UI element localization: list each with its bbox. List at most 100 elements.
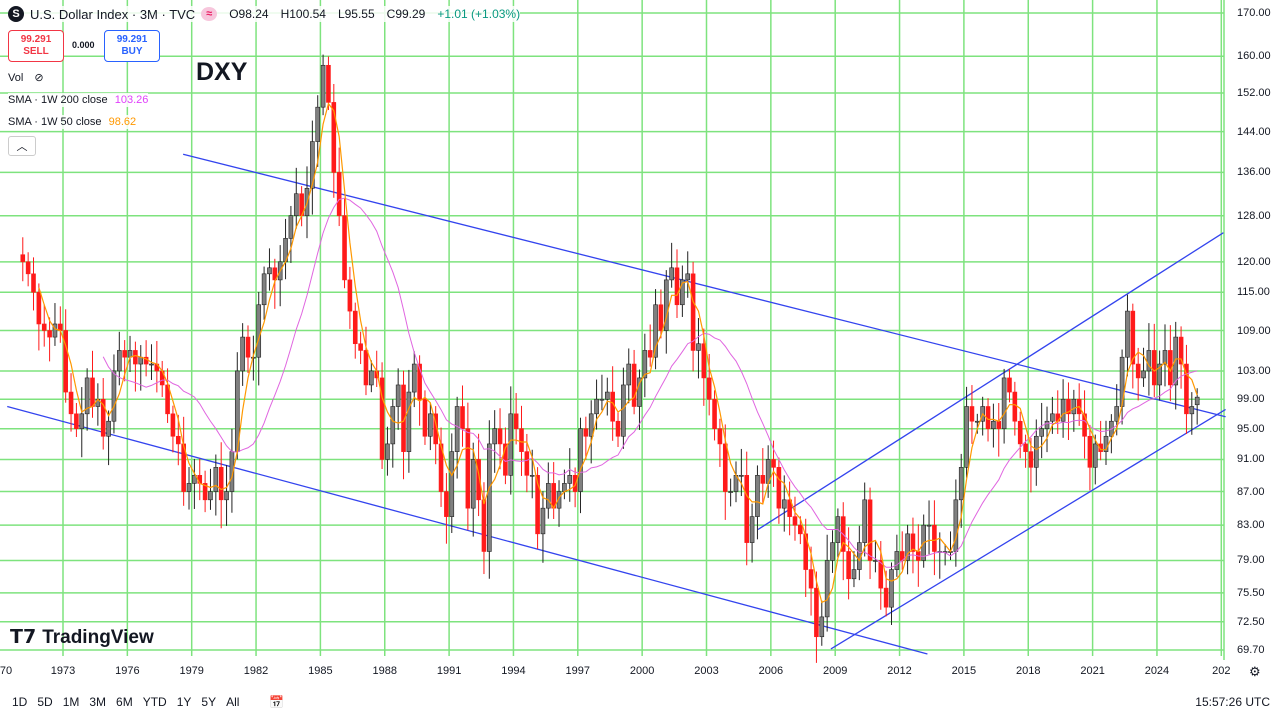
candle-body <box>819 616 825 638</box>
logo-text: TradingView <box>42 626 154 648</box>
candle-body <box>529 475 535 477</box>
range-1d[interactable]: 1D <box>12 695 28 709</box>
eye-hidden-icon[interactable]: ⊘ <box>34 72 44 84</box>
candle-body <box>79 413 85 430</box>
candle-body <box>261 273 267 306</box>
time-tick: 2024 <box>1144 665 1170 677</box>
price-tick: 79.00 <box>1237 554 1265 567</box>
tv-logo-icon: 𝗧𝟳 <box>10 627 37 648</box>
candle-body <box>776 467 782 509</box>
candle-body <box>326 64 331 103</box>
candle-body <box>1071 398 1077 415</box>
sell-label: SELL <box>23 46 49 57</box>
time-tick: 1994 <box>501 665 526 677</box>
candle-body <box>122 350 127 358</box>
candle-body <box>476 459 481 501</box>
sma200-line <box>102 197 1198 568</box>
candle-body <box>369 370 374 386</box>
candle-body <box>717 428 723 445</box>
candle-body <box>894 551 900 570</box>
candle-body <box>1184 363 1189 415</box>
candle-body <box>1039 428 1044 437</box>
candle-body <box>31 273 36 293</box>
candle-body <box>497 428 503 445</box>
candle-body <box>272 267 278 281</box>
candle-body <box>444 491 449 517</box>
tradingview-logo[interactable]: 𝗧𝟳 TradingView <box>10 626 154 649</box>
range-bar: 1D 5D 1M 3M 6M YTD 1Y 5Y All 📅 <box>12 695 284 709</box>
candle-body <box>1060 398 1066 422</box>
candle-body <box>642 350 648 379</box>
candle-body <box>674 267 680 306</box>
candle-body <box>428 413 433 437</box>
candle-body <box>1141 370 1146 379</box>
candle-body <box>991 420 996 430</box>
candle-body <box>873 560 878 562</box>
legend-volume[interactable]: Vol ⊘ <box>8 70 44 85</box>
time-tick: 1982 <box>243 665 269 677</box>
range-6m[interactable]: 6M <box>116 695 133 709</box>
candle-body <box>975 420 980 423</box>
candle-body <box>352 310 358 345</box>
candle-body <box>964 406 969 468</box>
candle-body <box>1023 443 1028 452</box>
candle-body <box>578 428 583 492</box>
candle-body <box>192 475 197 484</box>
candle-body <box>20 254 26 263</box>
time-tick: 1991 <box>436 665 462 677</box>
range-1m[interactable]: 1M <box>62 695 80 709</box>
candle-body <box>803 533 809 570</box>
candle-body <box>953 499 959 552</box>
range-1y[interactable]: 1Y <box>176 695 192 709</box>
time-tick: 2012 <box>887 665 912 677</box>
candle-body <box>1103 435 1109 452</box>
collapse-legend-button[interactable]: ︿ <box>8 136 36 156</box>
range-3m[interactable]: 3M <box>89 695 107 709</box>
candle-body <box>728 491 733 493</box>
volume-label: Vol <box>8 72 24 84</box>
candle-body <box>996 420 1002 430</box>
time-tick: 2015 <box>951 665 977 677</box>
ohlc-close: C99.29 <box>386 7 426 21</box>
ohlc-change: +1.01 (+1.03%) <box>437 7 521 21</box>
candle-body <box>47 330 52 338</box>
candle-body <box>647 350 653 358</box>
candle-body <box>288 215 294 239</box>
candle-body <box>1189 406 1195 415</box>
candle-body <box>395 384 401 407</box>
candle-body <box>470 459 476 509</box>
candle-body <box>540 507 546 535</box>
ohlc-low: L95.55 <box>337 7 375 21</box>
candle-body <box>379 377 385 460</box>
sell-button[interactable]: 99.291 SELL <box>8 30 64 62</box>
candle-body <box>385 443 390 460</box>
buy-button[interactable]: 99.291 BUY <box>104 30 160 62</box>
candle-body <box>562 483 567 492</box>
candle-body <box>798 524 803 535</box>
range-5y[interactable]: 5Y <box>201 695 217 709</box>
candle-body <box>149 363 154 366</box>
settings-icon[interactable]: ⚙ <box>1249 664 1261 679</box>
candle-body <box>535 475 540 535</box>
time-tick: 2003 <box>694 665 719 677</box>
candle-body <box>926 524 932 527</box>
candle-body <box>267 267 272 275</box>
candle-body <box>706 377 712 400</box>
candle-body <box>883 587 889 608</box>
legend-sma50[interactable]: SMA · 1W 50 close 98.62 <box>8 115 137 129</box>
candle-body <box>513 413 519 430</box>
candle-body <box>1007 377 1012 393</box>
candle-body <box>1028 451 1034 468</box>
range-5d[interactable]: 5D <box>37 695 53 709</box>
candle-body <box>433 413 438 445</box>
price-tick: 103.00 <box>1237 364 1271 377</box>
range-all[interactable]: All <box>226 695 240 709</box>
range-ytd[interactable]: YTD <box>142 695 167 709</box>
candle-body <box>406 391 412 452</box>
candle-body <box>320 64 326 108</box>
candle-body <box>690 273 696 351</box>
symbol-title[interactable]: U.S. Dollar Index · 3M · TVC <box>30 6 196 22</box>
legend-sma200[interactable]: SMA · 1W 200 close 103.26 <box>8 93 149 107</box>
calendar-goto-icon[interactable]: 📅 <box>269 695 285 709</box>
